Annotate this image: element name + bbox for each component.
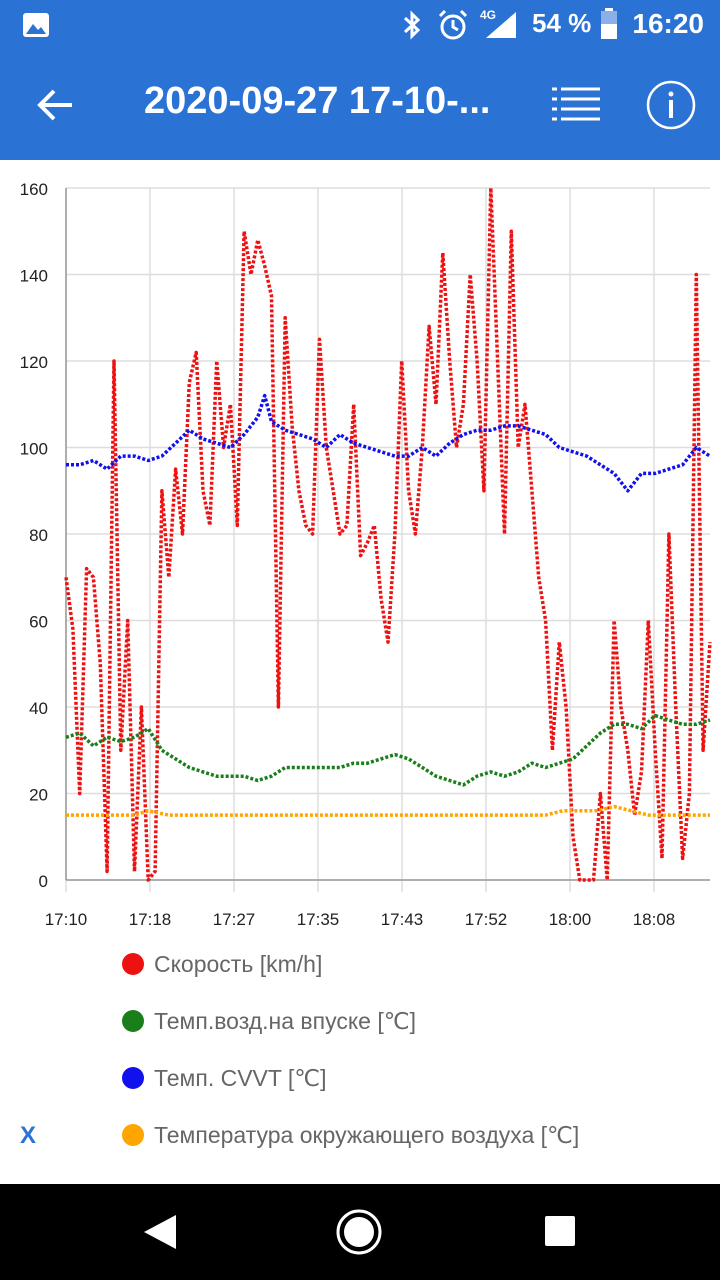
series-line-2 — [66, 393, 711, 493]
legend-dot-cvvt-temp — [122, 1067, 144, 1089]
legend-label-ambient-temp: Температура окружающего воздуха [℃] — [154, 1121, 580, 1148]
legend-label-speed: Скорость [km/h] — [154, 950, 323, 977]
y-tick-label: 120 — [20, 353, 48, 372]
x-tick-label: 18:08 — [633, 910, 676, 929]
x-tick-label: 17:10 — [45, 910, 88, 929]
x-tick-label: 18:00 — [549, 910, 592, 929]
legend-label-intake-temp: Темп.возд.на впуске [℃] — [154, 1007, 416, 1034]
image-notification-icon — [23, 13, 49, 37]
chart-screen: 0 20 40 60 80 100 120 140 160 17:10 17:18 17:27 17:3… — [0, 160, 720, 1184]
legend-item-cvvt-temp[interactable]: Темп. CVVT [℃] — [122, 1058, 327, 1098]
series-line-1 — [65, 713, 711, 787]
x-tick-label: 17:18 — [129, 910, 172, 929]
legend-dot-speed — [122, 953, 144, 975]
nav-home-icon[interactable] — [335, 1208, 383, 1256]
nav-recents-icon[interactable] — [543, 1214, 577, 1248]
back-arrow-icon[interactable] — [36, 88, 76, 122]
x-tick-label: 17:35 — [297, 910, 340, 929]
page-title: 2020-09-27 17-10-... — [144, 80, 491, 122]
line-chart[interactable]: 0 20 40 60 80 100 120 140 160 17:10 17:18 17:27 17:3… — [0, 160, 720, 940]
clock: 16:20 — [632, 8, 704, 39]
signal-icon — [486, 12, 516, 38]
y-tick-label: 20 — [29, 786, 48, 805]
legend-dot-intake-temp — [122, 1010, 144, 1032]
legend-item-ambient-temp[interactable]: Температура окружающего воздуха [℃] — [122, 1115, 579, 1155]
bluetooth-icon — [403, 10, 421, 40]
legend-label-cvvt-temp: Темп. CVVT [℃] — [154, 1064, 327, 1091]
y-tick-label: 140 — [20, 267, 48, 286]
legend-dot-ambient-temp — [122, 1124, 144, 1146]
y-tick-label: 80 — [29, 526, 48, 545]
y-tick-label: 160 — [20, 180, 48, 199]
legend-item-speed[interactable]: Скорость [km/h] — [122, 944, 322, 984]
status-bar: 4G 54 % 16:20 — [0, 0, 720, 50]
y-tick-label: 0 — [39, 872, 48, 891]
series-line-0 — [64, 186, 712, 882]
y-tick-label: 60 — [29, 613, 48, 632]
y-tick-label: 40 — [29, 699, 48, 718]
x-tick-label: 17:43 — [381, 910, 424, 929]
app-bar: 2020-09-27 17-10-... — [0, 50, 720, 160]
battery-icon — [601, 8, 617, 39]
alarm-icon — [438, 9, 468, 40]
series-line-3 — [66, 804, 710, 817]
navigation-bar — [0, 1184, 720, 1280]
nav-back-icon[interactable] — [140, 1212, 180, 1252]
legend-item-intake-temp[interactable]: Темп.возд.на впуске [℃] — [122, 1001, 416, 1041]
y-tick-label: 100 — [20, 440, 48, 459]
x-tick-label: 17:52 — [465, 910, 508, 929]
list-icon[interactable] — [552, 86, 600, 122]
battery-percent: 54 % — [532, 8, 592, 38]
network-type-label: 4G — [480, 8, 497, 22]
info-icon[interactable] — [646, 80, 696, 130]
remove-series-button[interactable]: X — [20, 1122, 37, 1149]
x-tick-label: 17:27 — [213, 910, 256, 929]
